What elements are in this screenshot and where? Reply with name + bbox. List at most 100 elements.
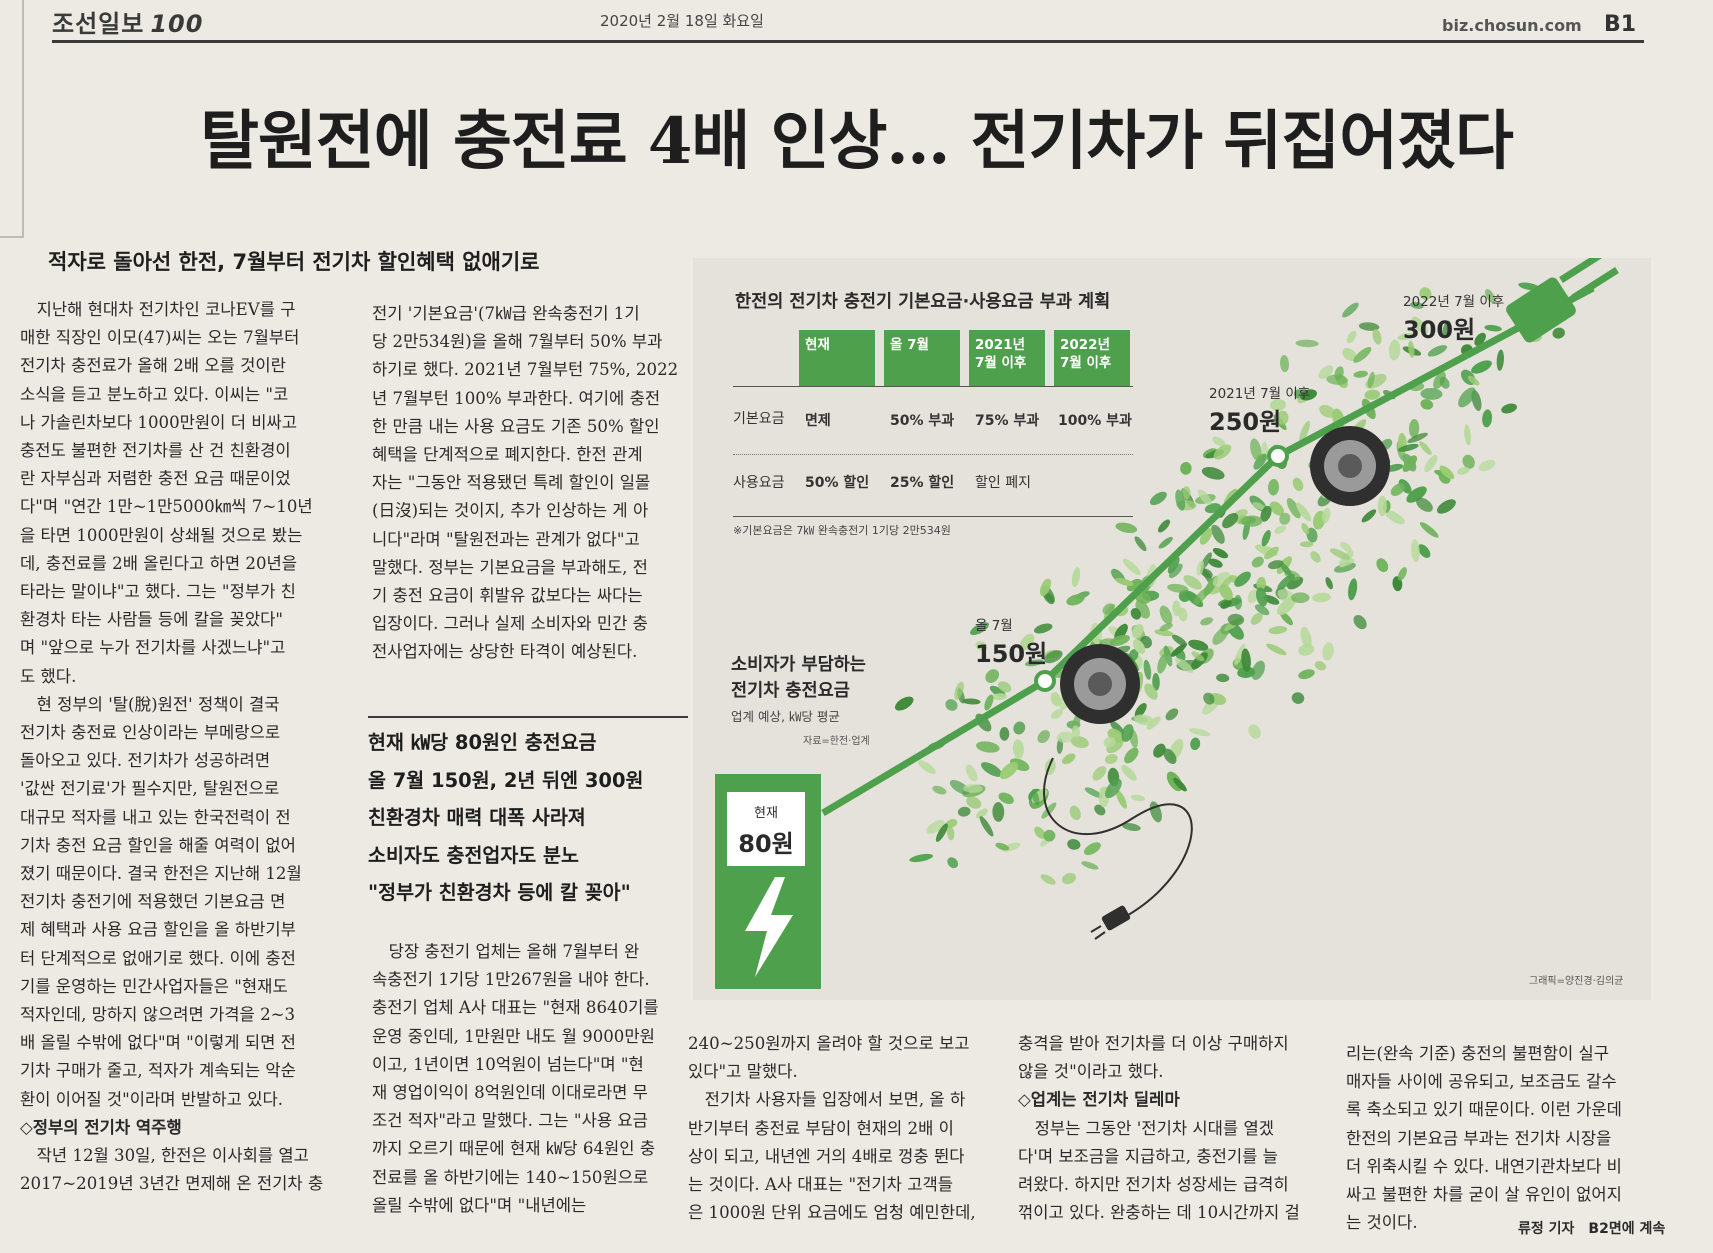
infographic: 한전의 전기차 충전기 기본요금·사용요금 부과 계획 현재 올 7월 2021… [693,258,1651,1000]
text-line: (日沒)되는 것이지, 추가 인상하는 게 아 [372,501,649,521]
margin-line [22,0,24,238]
leaf [1037,730,1050,744]
leaf [1170,643,1187,657]
text-line: 는 것이다. A사 대표는 "전기차 고객들 [688,1175,953,1195]
table-cell: 50% 부과 [890,413,955,429]
leaf [1130,608,1142,620]
leaf [1268,626,1288,635]
leaf [935,823,948,842]
leaf [1367,371,1375,389]
leaf [992,693,1007,701]
leaf [1173,777,1187,792]
leaf [1484,324,1502,332]
leaf [1251,556,1264,568]
table-cell: 75% 부과 [975,413,1040,429]
leaf [1212,547,1229,559]
text-line: 타라는 말이냐"고 했다. 그는 "정부가 친 [20,582,296,602]
leaf [1071,725,1081,739]
leaf [1134,536,1147,552]
leaf [1144,683,1158,700]
leaf [1552,327,1565,339]
text-line: 까지 오르기 때문에 현재 ㎾당 64원인 충 [372,1139,656,1159]
leaf [1188,639,1209,651]
row-label-base: 기본요금 [733,411,785,427]
text-line: 록 축소되고 있기 때문이다. 이런 가운데 [1346,1100,1622,1120]
leaf [1159,622,1173,632]
leaf [1269,501,1285,516]
leaf [1158,536,1173,549]
leaf [1219,583,1233,601]
leaf [1319,404,1336,418]
leaf [1167,583,1189,593]
leaf [1251,660,1266,680]
leaf [1256,587,1268,607]
text-line: 매자들 사이에 공유되고, 보조금도 갈수 [1346,1072,1617,1092]
text-line: 자는 "그동안 적용됐던 특례 할인이 일몰 [372,473,651,493]
text-line: 재 영업이익이 8억원인데 이대로라면 무 [372,1083,648,1103]
leaf [1301,523,1310,535]
leaf [984,694,994,711]
leaf [1364,389,1381,400]
table-cell: 50% 할인 [805,475,870,491]
article-column-1: 지난해 현대차 전기차인 코나EV를 구 매한 직장인 이모(47)씨는 오는 7… [20,296,323,1199]
leaf [1039,578,1052,597]
front-wheel-icon [1310,426,1390,506]
leaf [1300,541,1314,548]
leaf [1353,614,1367,630]
leaf [1321,507,1331,524]
leaf [1024,659,1044,667]
leaf [1411,316,1428,334]
text-line: 않을 것"이라고 했다. [1018,1062,1164,1082]
leaf [998,792,1014,805]
leaf [980,762,1003,777]
price-line [821,284,1595,817]
text-line: 올릴 수밖에 없다"며 "내년에는 [372,1195,587,1215]
leaf [1051,709,1063,719]
masthead-rule [52,40,1644,43]
text-line: 기 충전 요금이 휘발유 값보다는 싸다는 [372,586,643,606]
leaf [1124,747,1139,764]
text-line: 대규모 적자를 내고 있는 한국전력이 전 [20,807,291,827]
leaf [1419,287,1432,300]
leaf [1346,330,1357,344]
table-cell: 100% 부과 [1058,413,1132,429]
leaf [1353,370,1368,378]
leaf [1050,692,1061,707]
leaf [1234,643,1246,666]
leaf [1433,371,1446,389]
source-note: 자료=한전·업계 [803,736,870,747]
article-column-2-top: 전기 '기본요금'(7㎾급 완속충전기 1기 당 2만534원)을 올해 7월부터… [372,300,678,667]
leaf [999,727,1010,741]
text-line: 있다"고 말했다. [688,1062,798,1082]
leaf [1094,804,1106,816]
leaf [1358,322,1380,331]
text-line: 전기차 사용자들 입장에서 보면, 올 하 [688,1090,966,1110]
leaf [1266,643,1287,656]
leaf [1310,551,1321,563]
leaf [1122,558,1141,576]
leaf [1197,489,1212,505]
text-line: "정부가 친환경차 등에 칼 꽂아" [368,881,631,904]
text-line: 전기 '기본요금'(7㎾급 완속충전기 1기 [372,304,640,323]
text-line: 충격을 받아 전기차를 더 이상 구매하지 [1018,1034,1289,1053]
leaf [1132,639,1146,654]
text-line: 작년 12월 30일, 한전은 이사회를 열고 [20,1146,309,1166]
leaf [1300,626,1312,649]
leaf [1193,586,1211,605]
newspaper-logo: 조선일보 100 [52,10,204,38]
graphic-title: 한전의 전기차 충전기 기본요금·사용요금 부과 계획 [735,292,1111,312]
leaf [970,622,989,636]
leaf [1291,692,1305,704]
leaf [949,780,970,795]
site-url[interactable]: biz.chosun.com [1442,16,1582,35]
text-line: 지난해 현대차 전기차인 코나EV를 구 [20,300,296,319]
text-line: 올 7월 150원, 2년 뒤엔 300원 [368,768,644,792]
leaf [1442,320,1452,339]
text-line: 240~250원까지 올려야 할 것으로 보고 [688,1034,970,1053]
leaf [1280,611,1293,626]
text-line: 입장이다. 그러나 실제 소비자와 민간 충 [372,614,648,634]
leaf [1417,544,1431,558]
leaf [1252,502,1266,511]
text-line: 리는(완속 기준) 충전의 불편함이 실구 [1346,1044,1610,1063]
leaf [1348,578,1358,601]
